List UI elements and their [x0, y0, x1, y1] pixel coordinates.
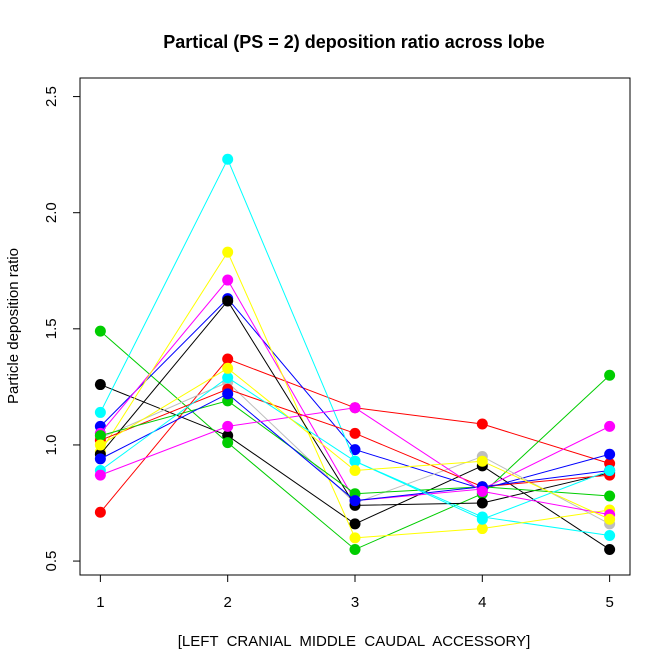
data-point — [604, 490, 616, 502]
x-tick-label: 2 — [224, 594, 232, 611]
data-point — [476, 497, 488, 509]
y-axis: 0.5 1.0 1.5 2.0 2.5 — [43, 86, 81, 572]
data-point — [222, 362, 234, 374]
data-point — [222, 353, 234, 365]
data-point — [476, 485, 488, 497]
data-point — [476, 455, 488, 467]
data-point — [94, 379, 106, 391]
x-tick-label: 1 — [96, 594, 104, 611]
data-point — [476, 418, 488, 430]
data-point — [604, 464, 616, 476]
data-point — [604, 448, 616, 460]
data-point — [349, 495, 361, 507]
data-point — [349, 518, 361, 530]
data-point — [94, 325, 106, 337]
series-5 — [94, 153, 616, 542]
series-15 — [94, 362, 616, 525]
data-point — [604, 530, 616, 542]
series-layer — [94, 153, 616, 555]
data-point — [222, 437, 234, 449]
data-point — [604, 420, 616, 432]
data-point — [222, 420, 234, 432]
data-point — [222, 153, 234, 165]
series-line — [99, 158, 610, 537]
data-point — [222, 372, 234, 384]
series-13 — [94, 372, 616, 525]
data-point — [94, 406, 106, 418]
data-point — [222, 388, 234, 400]
data-point — [604, 513, 616, 525]
x-tick-label: 5 — [605, 594, 613, 611]
data-point — [349, 543, 361, 555]
data-point — [222, 295, 234, 307]
y-tick-label: 1.5 — [43, 318, 60, 339]
y-tick-label: 1.0 — [43, 435, 60, 456]
x-tick-label: 4 — [478, 594, 486, 611]
x-axis: 1 2 3 4 5 — [96, 574, 614, 611]
data-point — [349, 464, 361, 476]
data-point — [604, 369, 616, 381]
data-point — [604, 543, 616, 555]
series-11 — [94, 395, 616, 502]
x-tick-label: 3 — [351, 594, 359, 611]
data-point — [476, 513, 488, 525]
data-point — [222, 274, 234, 286]
data-point — [349, 532, 361, 544]
data-point — [349, 444, 361, 456]
data-point — [94, 469, 106, 481]
data-point — [349, 402, 361, 414]
data-point — [349, 455, 361, 467]
data-point — [94, 430, 106, 442]
data-point — [476, 523, 488, 535]
data-point — [349, 427, 361, 439]
chart-title: Partical (PS = 2) deposition ratio acros… — [163, 32, 545, 52]
y-axis-label: Particle deposition ratio — [5, 248, 22, 404]
data-point — [94, 439, 106, 451]
y-tick-label: 2.0 — [43, 202, 60, 223]
y-tick-label: 0.5 — [43, 551, 60, 572]
y-tick-label: 2.5 — [43, 86, 60, 107]
x-axis-label: [LEFT CRANIAL MIDDLE CAUDAL ACCESSORY] — [178, 633, 531, 650]
data-point — [94, 506, 106, 518]
data-point — [94, 453, 106, 465]
data-point — [222, 246, 234, 258]
